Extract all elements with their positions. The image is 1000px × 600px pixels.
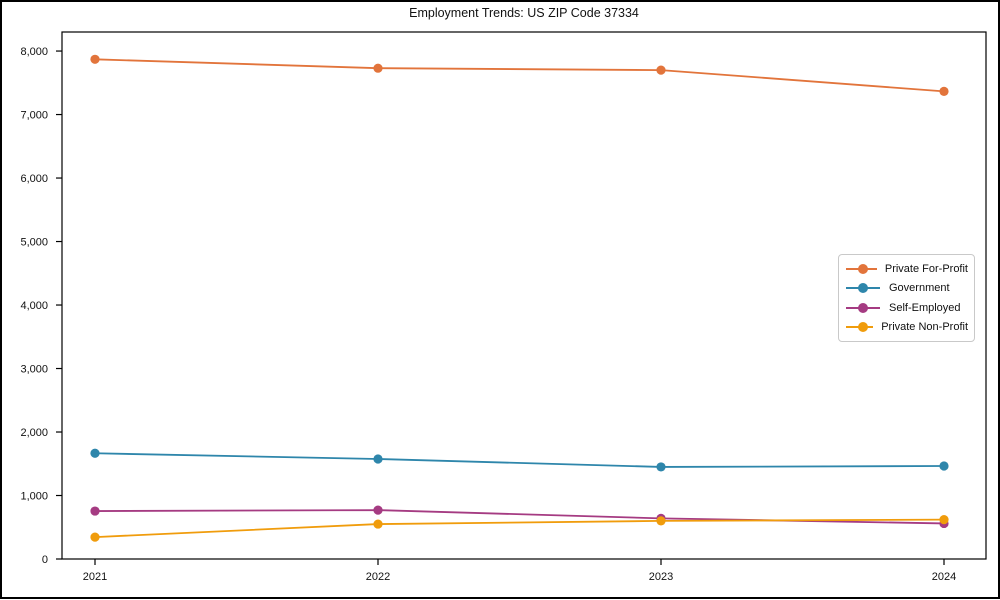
y-tick-label: 3,000: [20, 363, 48, 375]
data-point: [90, 448, 100, 458]
chart-legend: Private For-Profit Government Self-Employe…: [838, 254, 975, 342]
x-tick-label: 2022: [366, 571, 390, 583]
legend-line-marker-icon: [846, 302, 880, 313]
legend-label: Government: [889, 282, 950, 295]
legend-dot: [858, 302, 868, 313]
data-point: [656, 516, 666, 526]
series-line: [94, 509, 945, 525]
y-tick-label: 7,000: [20, 109, 48, 121]
legend-line-marker-icon: [846, 283, 880, 294]
legend-item: Private For-Profit: [845, 259, 968, 278]
data-point: [90, 506, 100, 516]
legend-dot: [858, 322, 868, 333]
series-line: [94, 58, 945, 93]
x-tick-label: 2021: [83, 571, 107, 583]
y-tick-label: 2,000: [20, 427, 48, 439]
y-tick-label: 0: [42, 554, 48, 566]
axes-frame: [61, 31, 987, 560]
data-point: [939, 461, 949, 471]
legend-line-marker-icon: [846, 263, 877, 274]
legend-dot: [858, 263, 868, 274]
legend-label: Private For-Profit: [884, 262, 968, 275]
y-tick-label: 4,000: [20, 300, 48, 312]
data-point: [939, 515, 949, 525]
data-point: [656, 65, 666, 75]
legend-item: Government: [845, 279, 968, 298]
series-line: [94, 518, 945, 538]
data-point: [90, 54, 100, 64]
y-tick-label: 5,000: [20, 236, 48, 248]
y-tick-label: 8,000: [20, 46, 48, 58]
x-tick-label: 2023: [649, 571, 673, 583]
data-point: [373, 505, 383, 515]
legend-item: Self-Employed: [845, 298, 968, 317]
series-line: [94, 452, 945, 468]
chart-title: Employment Trends: US ZIP Code 37334: [409, 6, 639, 20]
data-point: [90, 532, 100, 542]
y-tick-label: 1,000: [20, 490, 48, 502]
legend-dot: [858, 283, 868, 294]
data-point: [373, 63, 383, 73]
x-tick-label: 2024: [932, 571, 956, 583]
legend-line-marker-icon: [846, 322, 874, 333]
legend-item: Private Non-Profit: [845, 318, 968, 337]
data-point: [939, 86, 949, 96]
data-point: [656, 462, 666, 472]
data-point: [373, 454, 383, 464]
legend-label: Private Non-Profit: [881, 321, 968, 334]
data-point: [373, 519, 383, 529]
legend-label: Self-Employed: [889, 301, 961, 314]
y-tick-label: 6,000: [20, 173, 48, 185]
